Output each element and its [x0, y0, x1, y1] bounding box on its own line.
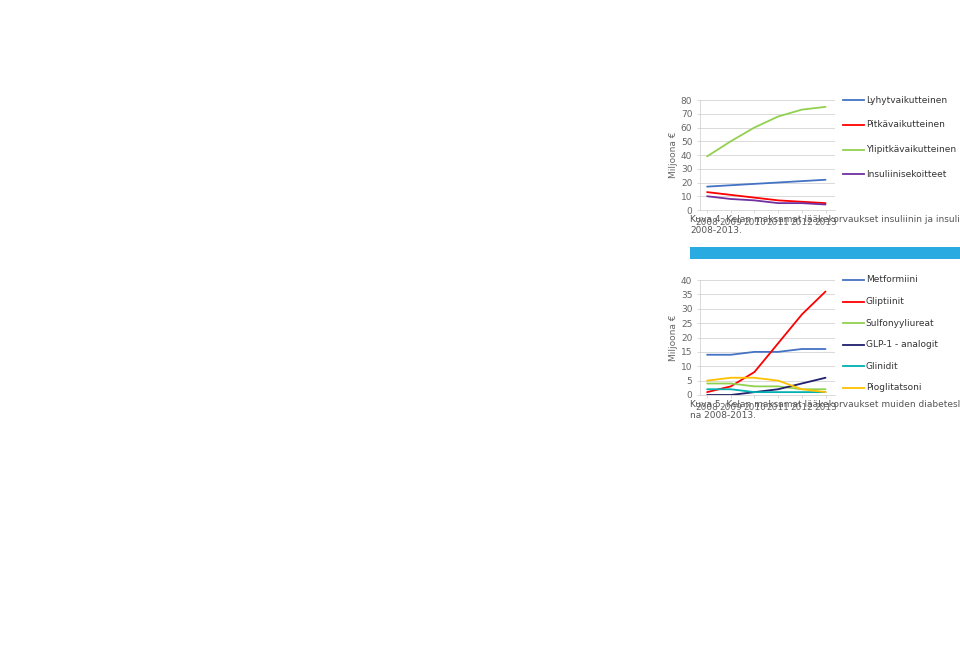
Text: Glinidit: Glinidit [866, 362, 899, 371]
Text: Sulfonyyliureat: Sulfonyyliureat [866, 319, 934, 328]
Y-axis label: Miljoona €: Miljoona € [669, 314, 678, 360]
Text: GLP-1 - analogit: GLP-1 - analogit [866, 340, 938, 349]
Text: Kuva 4. Kelan maksamat lääkekorvaukset insuliinin ja insuliinijohdannaisista vuo: Kuva 4. Kelan maksamat lääkekorvaukset i… [690, 215, 960, 235]
Text: Ylipitkävaikutteinen: Ylipitkävaikutteinen [866, 145, 956, 154]
Text: Gliptiinit: Gliptiinit [866, 297, 904, 306]
Text: Pitkävaikutteinen: Pitkävaikutteinen [866, 120, 945, 129]
Y-axis label: Miljoona €: Miljoona € [669, 132, 678, 178]
Text: Lyhytvaikutteinen: Lyhytvaikutteinen [866, 95, 947, 104]
Text: Metformiini: Metformiini [866, 276, 918, 285]
Text: Pioglitatsoni: Pioglitatsoni [866, 383, 922, 392]
Text: Insuliinisekoitteet: Insuliinisekoitteet [866, 170, 947, 179]
Text: Kuva 5. Kelan maksamat lääkekorvaukset muiden diabeteslääkkeiden käytöstä vuosi-: Kuva 5. Kelan maksamat lääkekorvaukset m… [690, 400, 960, 421]
